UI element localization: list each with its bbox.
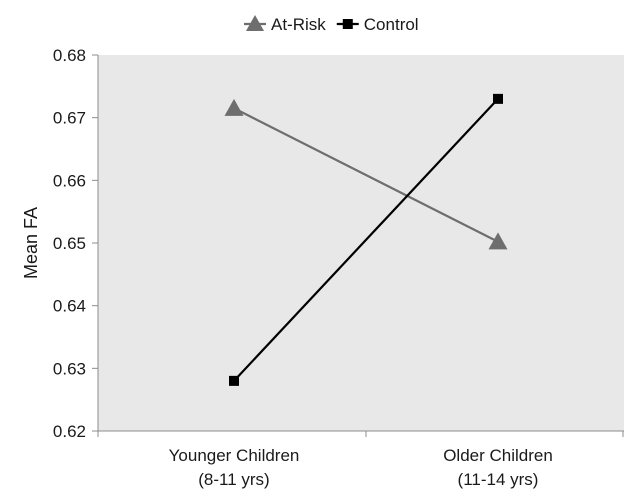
x-category-label: (11-14 yrs) [458, 470, 539, 489]
axis-labels: 0.62 0.63 0.64 0.65 0.66 0.67 0.68 Mean FA Young… [21, 46, 553, 489]
x-category-label: Older Children [443, 446, 553, 465]
legend-label-control: Control [364, 15, 419, 34]
series-line-at-risk [233, 107, 499, 243]
series-control [229, 93, 503, 386]
plot-area [98, 55, 624, 431]
legend-item-at-risk: At-Risk [244, 15, 326, 34]
legend-label-at-risk: At-Risk [271, 15, 326, 34]
data-point-at-risk [488, 232, 508, 250]
legend-marker-at-risk [246, 15, 264, 31]
series-line-control [233, 98, 499, 382]
data-point-at-risk [224, 98, 244, 116]
legend: At-Risk Control [244, 15, 419, 34]
legend-item-control: Control [336, 15, 419, 34]
data-point-control [493, 93, 503, 104]
y-tick-label: 0.62 [53, 422, 86, 441]
series-layer [224, 93, 508, 386]
legend-marker-control [342, 19, 353, 29]
series-at-risk [224, 98, 508, 250]
y-axis-title: Mean FA [21, 207, 41, 279]
y-tick-label: 0.66 [53, 171, 86, 190]
y-tick-label: 0.63 [53, 359, 86, 378]
data-point-control [229, 375, 239, 386]
y-tick-label: 0.64 [53, 297, 86, 316]
x-category-label: Younger Children [169, 446, 300, 465]
y-tick-label: 0.67 [53, 109, 86, 128]
y-tick-label: 0.65 [53, 234, 86, 253]
y-tick-label: 0.68 [53, 46, 86, 65]
axes [92, 54, 624, 437]
x-category-label: (8-11 yrs) [198, 470, 269, 489]
